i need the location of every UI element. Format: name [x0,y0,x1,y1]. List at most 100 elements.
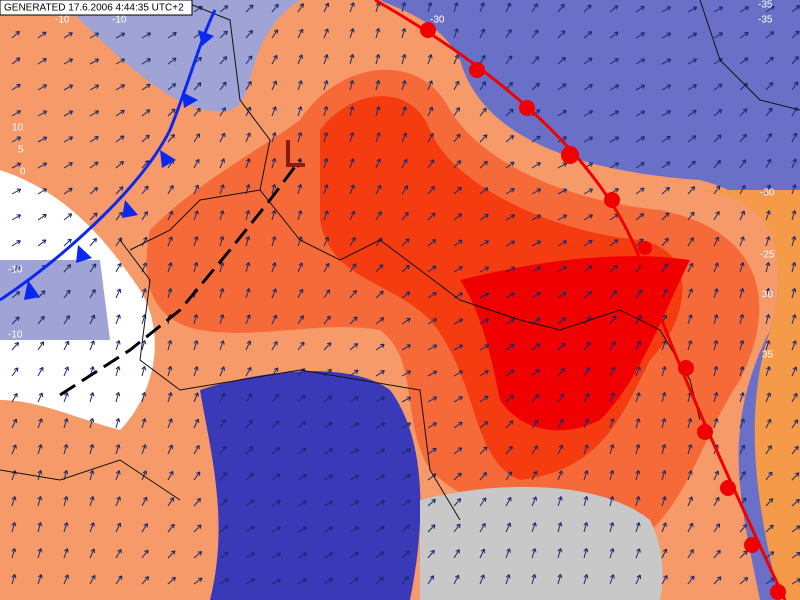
wind-arrow [245,446,254,455]
wind-arrow [115,418,121,429]
wind-arrow [297,184,303,195]
wind-arrow [531,574,537,585]
wind-arrow [349,184,355,195]
wind-arrow [271,340,278,351]
wind-arrow [635,162,645,169]
wind-arrow [557,83,567,91]
wind-arrow [583,136,594,143]
wind-arrow [739,108,748,117]
wind-arrow [89,522,95,533]
wind-arrow [531,419,539,429]
contour-label: 30 [762,290,774,301]
wind-arrow [479,548,486,559]
wind-arrow [245,552,256,559]
wind-arrow [609,366,616,377]
wind-arrow [401,575,409,585]
wind-arrow [11,341,19,351]
wind-arrow [687,237,694,247]
wind-arrow [401,396,412,403]
wind-arrow [609,548,615,559]
wind-arrow [531,240,542,247]
wind-arrow [141,211,148,221]
wind-arrow [505,574,511,585]
wind-arrow [37,136,48,143]
wind-arrow [349,474,360,481]
wind-arrow [115,288,122,299]
wind-arrow [791,30,800,39]
wind-arrow [219,262,225,273]
wind-arrow [375,576,384,585]
wind-arrow [479,471,487,481]
wind-arrow [791,498,800,507]
borders [0,0,800,521]
wind-arrow [11,496,17,507]
wind-arrow [63,213,73,221]
wind-arrow [115,211,123,221]
wind-arrow [583,188,594,195]
wind-arrow [635,5,645,13]
wind-arrow [479,54,486,65]
cold-front-symbols [24,30,214,300]
wind-arrow [271,29,279,39]
wind-arrow [219,340,225,351]
wind-arrow [635,392,641,403]
wind-arrow [505,343,515,351]
wind-arrow [115,575,123,585]
wind-arrow [609,136,620,143]
wind-arrow [531,214,542,221]
wind-arrow [687,340,693,351]
wind-arrow [453,447,463,455]
wind-arrow [505,135,515,143]
wind-arrow [505,28,512,39]
wind-arrow [245,55,253,65]
wind-arrow [453,28,459,39]
wind-arrow [349,369,359,377]
wind-arrow [375,500,385,507]
wind-arrow [349,2,355,13]
wind-arrow [427,185,435,195]
wind-arrow [271,262,277,273]
wind-arrow [323,262,330,273]
wind-arrow [349,158,355,169]
wind-arrow [37,239,47,247]
wind-arrow [557,444,564,455]
wind-arrow [609,84,620,91]
wind-arrow [323,80,329,91]
wind-arrow [765,107,773,117]
wind-arrow [791,184,797,195]
wind-arrow [89,288,96,299]
wind-arrow [479,266,490,273]
wind-arrow [505,188,515,195]
wind-arrow [427,132,434,143]
wind-arrow [37,418,43,429]
wind-arrow [791,262,797,273]
wind-arrow [453,54,460,65]
wind-arrow [63,136,74,143]
wind-arrow [193,210,199,221]
wind-arrow [661,288,668,299]
wind-arrow [401,80,407,91]
wind-arrow [63,522,69,533]
wind-arrow [219,107,226,117]
wind-arrow [531,109,541,117]
wind-arrow [37,470,43,481]
wind-arrow [375,474,386,481]
warm-band [700,190,800,600]
wind-arrow [37,58,47,65]
wind-arrow [323,448,334,455]
wind-arrow [505,318,516,325]
wind-arrow [661,548,668,559]
wind-arrow [167,288,173,299]
wind-arrow [167,576,176,585]
wind-arrow [375,370,385,377]
wind-arrow [505,369,515,377]
wind-arrow [219,30,228,39]
wind-arrow [297,341,305,351]
wind-arrow [531,522,537,533]
wind-arrow [401,54,407,65]
wind-arrow [167,366,173,377]
wind-arrow [115,470,121,481]
wind-arrow [791,55,799,65]
wind-arrow [635,444,641,455]
wind-arrow [323,421,333,429]
